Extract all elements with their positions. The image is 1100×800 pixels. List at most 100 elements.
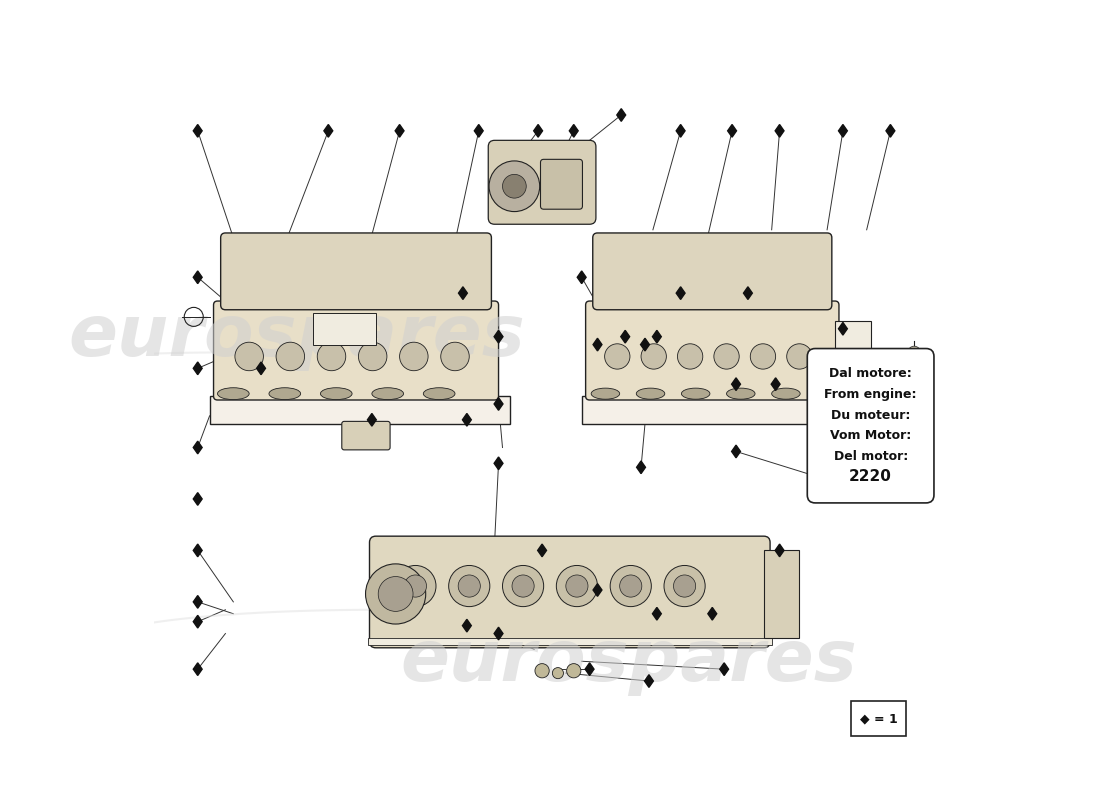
Polygon shape [194, 544, 202, 557]
Polygon shape [838, 125, 847, 137]
Text: From engine:: From engine: [824, 388, 917, 401]
FancyBboxPatch shape [585, 301, 839, 400]
Polygon shape [494, 398, 503, 410]
Circle shape [908, 430, 921, 442]
Circle shape [395, 566, 436, 606]
Ellipse shape [320, 388, 352, 400]
Polygon shape [582, 396, 850, 424]
Polygon shape [676, 286, 685, 299]
Polygon shape [886, 374, 895, 386]
Text: Dal motore:: Dal motore: [829, 367, 912, 380]
Circle shape [535, 664, 549, 678]
Polygon shape [676, 125, 685, 137]
FancyBboxPatch shape [540, 159, 583, 210]
Circle shape [317, 342, 345, 370]
Circle shape [879, 459, 894, 475]
Circle shape [365, 564, 426, 624]
Circle shape [405, 575, 427, 597]
Circle shape [449, 566, 490, 606]
Ellipse shape [270, 388, 300, 400]
Polygon shape [776, 544, 784, 557]
Polygon shape [194, 362, 202, 374]
Ellipse shape [218, 388, 250, 400]
Ellipse shape [726, 388, 755, 399]
Ellipse shape [372, 388, 404, 400]
Circle shape [610, 566, 651, 606]
Ellipse shape [591, 388, 619, 399]
Text: eurospares: eurospares [68, 302, 525, 371]
Polygon shape [494, 330, 503, 343]
Text: Du moteur:: Du moteur: [830, 409, 911, 422]
Circle shape [441, 342, 470, 370]
Polygon shape [494, 457, 503, 470]
Circle shape [641, 344, 667, 369]
Polygon shape [367, 414, 376, 426]
Polygon shape [838, 322, 847, 335]
Polygon shape [811, 445, 819, 458]
Polygon shape [744, 286, 752, 299]
Polygon shape [728, 125, 737, 137]
Circle shape [673, 575, 695, 597]
Polygon shape [617, 109, 626, 122]
Polygon shape [886, 125, 895, 137]
Polygon shape [593, 338, 602, 351]
Polygon shape [585, 663, 594, 675]
Bar [850, 701, 906, 737]
FancyBboxPatch shape [342, 422, 390, 450]
Polygon shape [534, 125, 542, 137]
FancyBboxPatch shape [370, 536, 770, 648]
Ellipse shape [681, 388, 710, 399]
Circle shape [490, 161, 540, 211]
Circle shape [359, 342, 387, 370]
Circle shape [512, 575, 535, 597]
Polygon shape [494, 627, 503, 640]
Polygon shape [194, 595, 202, 608]
Circle shape [605, 344, 630, 369]
Polygon shape [620, 330, 629, 343]
Circle shape [908, 418, 921, 430]
Circle shape [503, 566, 543, 606]
Polygon shape [732, 445, 740, 458]
Ellipse shape [772, 388, 800, 399]
Circle shape [276, 342, 305, 370]
Polygon shape [538, 544, 547, 557]
Circle shape [565, 575, 588, 597]
FancyBboxPatch shape [488, 140, 596, 224]
Polygon shape [194, 493, 202, 506]
Polygon shape [194, 663, 202, 675]
FancyBboxPatch shape [593, 233, 832, 310]
Ellipse shape [636, 388, 664, 399]
Circle shape [664, 566, 705, 606]
Polygon shape [474, 125, 483, 137]
Polygon shape [719, 663, 728, 675]
Polygon shape [776, 125, 784, 137]
Polygon shape [194, 125, 202, 137]
Circle shape [908, 346, 921, 359]
Polygon shape [210, 396, 510, 424]
Polygon shape [323, 125, 333, 137]
Circle shape [908, 386, 921, 398]
Circle shape [503, 174, 526, 198]
Polygon shape [593, 584, 602, 596]
Circle shape [908, 366, 921, 378]
Polygon shape [194, 441, 202, 454]
Polygon shape [645, 674, 653, 687]
Polygon shape [850, 495, 922, 499]
Polygon shape [570, 125, 579, 137]
Polygon shape [732, 378, 740, 390]
Ellipse shape [424, 388, 455, 400]
Circle shape [378, 577, 412, 611]
Text: ◆ = 1: ◆ = 1 [860, 712, 898, 725]
Bar [835, 321, 870, 384]
Bar [312, 313, 376, 345]
FancyBboxPatch shape [213, 301, 498, 400]
Circle shape [619, 575, 641, 597]
Polygon shape [194, 271, 202, 284]
FancyBboxPatch shape [221, 233, 492, 310]
Circle shape [566, 664, 581, 678]
Circle shape [552, 667, 563, 678]
Circle shape [750, 344, 776, 369]
Text: Del motor:: Del motor: [834, 450, 907, 462]
Circle shape [714, 344, 739, 369]
Polygon shape [367, 638, 772, 646]
